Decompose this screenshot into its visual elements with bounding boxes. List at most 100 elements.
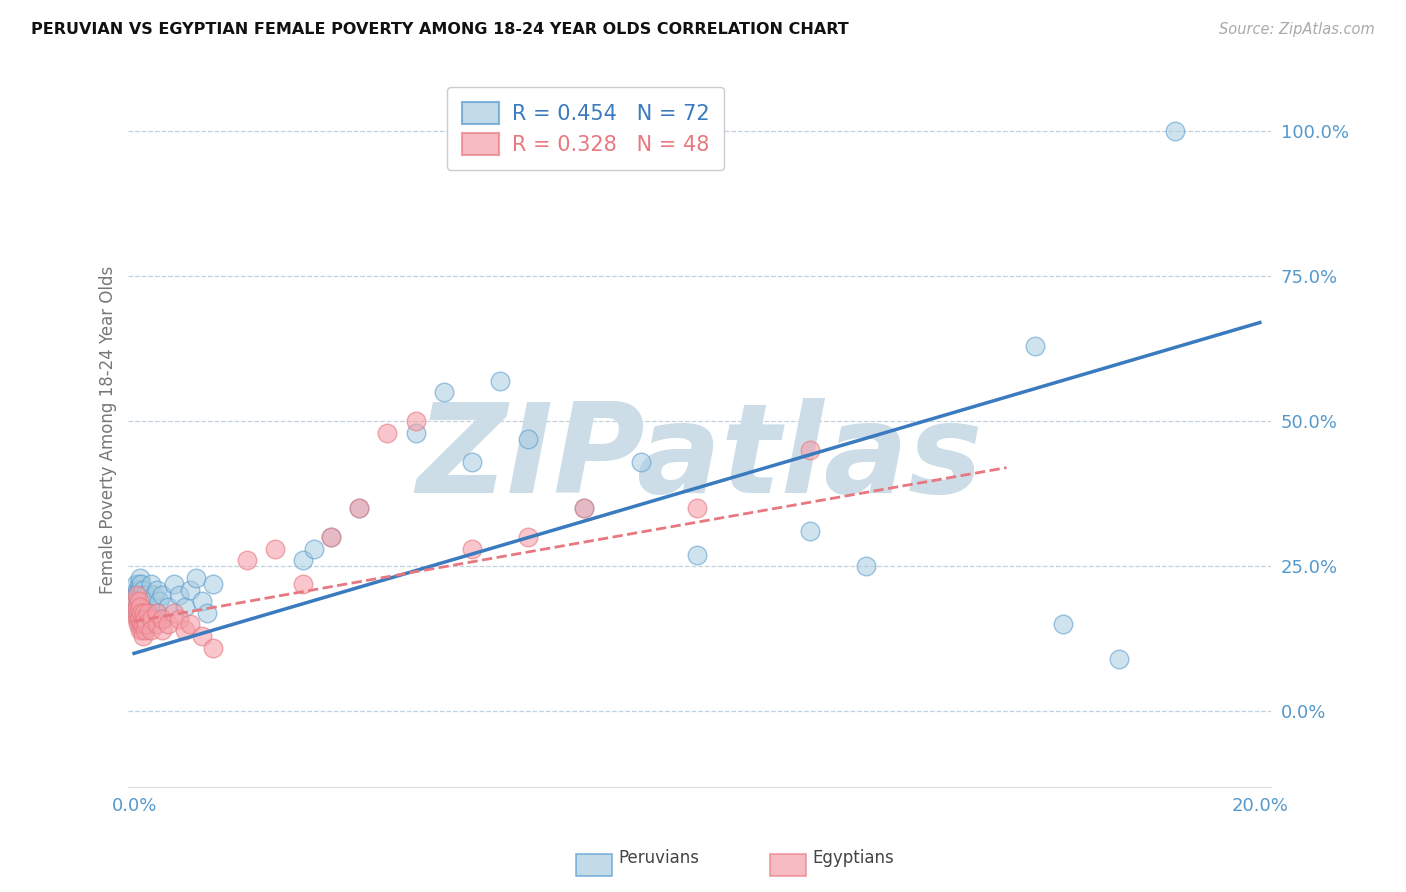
Text: PERUVIAN VS EGYPTIAN FEMALE POVERTY AMONG 18-24 YEAR OLDS CORRELATION CHART: PERUVIAN VS EGYPTIAN FEMALE POVERTY AMON…: [31, 22, 849, 37]
Point: [128, 617, 150, 632]
Point: [131, 617, 153, 632]
Point: [131, 611, 153, 625]
Point: [1108, 652, 1130, 666]
Point: [128, 594, 150, 608]
Point: [377, 425, 399, 440]
Point: [129, 611, 152, 625]
Point: [131, 576, 153, 591]
Point: [433, 385, 456, 400]
Point: [125, 588, 148, 602]
Point: [190, 629, 212, 643]
Point: [405, 414, 427, 428]
Point: [128, 571, 150, 585]
Point: [127, 617, 149, 632]
Point: [162, 606, 184, 620]
Point: [125, 594, 148, 608]
Point: [128, 606, 150, 620]
Point: [129, 611, 152, 625]
Point: [145, 617, 167, 632]
Point: [132, 599, 155, 614]
Point: [302, 541, 325, 556]
Point: [131, 594, 153, 608]
Point: [139, 611, 162, 625]
Point: [173, 599, 195, 614]
Point: [156, 599, 179, 614]
Point: [127, 594, 149, 608]
Point: [201, 576, 224, 591]
Point: [799, 443, 821, 458]
Point: [1024, 339, 1046, 353]
Point: [517, 432, 540, 446]
Point: [235, 553, 257, 567]
Point: [574, 501, 596, 516]
Point: [686, 501, 709, 516]
Point: [135, 606, 157, 620]
Point: [150, 588, 173, 602]
Y-axis label: Female Poverty Among 18-24 Year Olds: Female Poverty Among 18-24 Year Olds: [100, 266, 117, 594]
Point: [134, 617, 156, 632]
Point: [125, 606, 148, 620]
Point: [195, 606, 218, 620]
Point: [461, 541, 484, 556]
Point: [132, 617, 155, 632]
Point: [129, 588, 152, 602]
Point: [349, 501, 371, 516]
Text: Source: ZipAtlas.com: Source: ZipAtlas.com: [1219, 22, 1375, 37]
Point: [263, 541, 285, 556]
Point: [349, 501, 371, 516]
Point: [162, 576, 184, 591]
Text: Peruvians: Peruvians: [619, 849, 700, 867]
Point: [855, 559, 877, 574]
Point: [136, 606, 159, 620]
Point: [150, 611, 173, 625]
Point: [127, 599, 149, 614]
Point: [150, 611, 173, 625]
Point: [179, 582, 201, 597]
Point: [129, 606, 152, 620]
Point: [132, 582, 155, 597]
Point: [145, 606, 167, 620]
Point: [799, 524, 821, 539]
Point: [132, 594, 155, 608]
Point: [184, 571, 207, 585]
Point: [1052, 617, 1074, 632]
Text: Egyptians: Egyptians: [813, 849, 894, 867]
Point: [131, 599, 153, 614]
Point: [128, 576, 150, 591]
Point: [128, 599, 150, 614]
Point: [173, 623, 195, 637]
Point: [167, 611, 190, 625]
Point: [1164, 124, 1187, 138]
Point: [125, 594, 148, 608]
Point: [319, 530, 342, 544]
Point: [190, 594, 212, 608]
Point: [128, 582, 150, 597]
Point: [319, 530, 342, 544]
Point: [291, 576, 314, 591]
Point: [128, 594, 150, 608]
Point: [132, 606, 155, 620]
Point: [179, 617, 201, 632]
Point: [686, 548, 709, 562]
Point: [125, 582, 148, 597]
Point: [125, 611, 148, 625]
Point: [150, 623, 173, 637]
Point: [156, 617, 179, 632]
Point: [134, 588, 156, 602]
Point: [131, 629, 153, 643]
Point: [134, 623, 156, 637]
Text: ZIPatlas: ZIPatlas: [416, 398, 983, 519]
Point: [291, 553, 314, 567]
Point: [630, 455, 652, 469]
Point: [145, 606, 167, 620]
Point: [574, 501, 596, 516]
Point: [127, 606, 149, 620]
Point: [139, 623, 162, 637]
Point: [128, 588, 150, 602]
Point: [125, 576, 148, 591]
Point: [139, 594, 162, 608]
Point: [128, 623, 150, 637]
Point: [125, 606, 148, 620]
Point: [489, 374, 512, 388]
Point: [127, 611, 149, 625]
